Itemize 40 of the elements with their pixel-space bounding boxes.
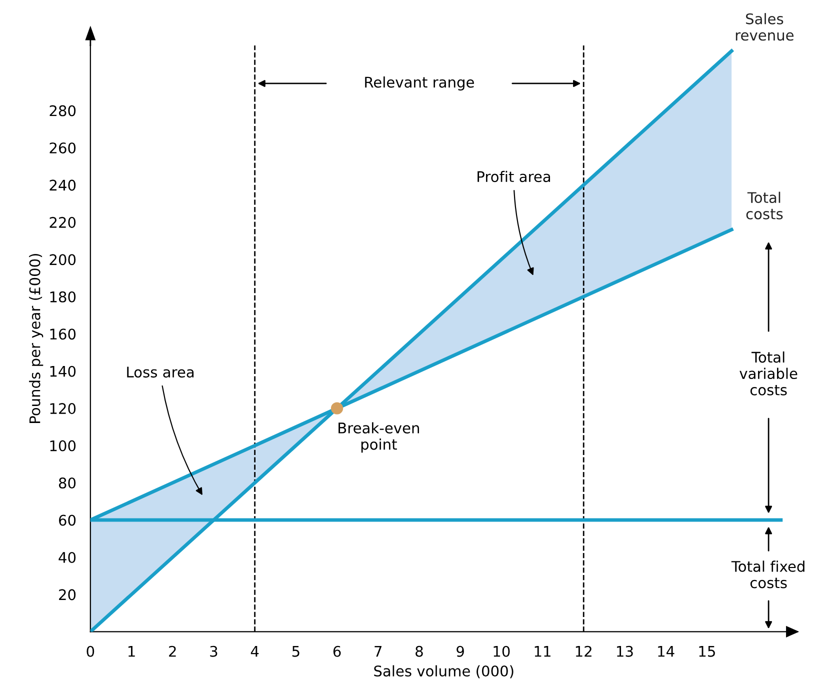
y-tick-label: 20	[59, 589, 76, 600]
series-label: Sales revenue	[736, 13, 794, 41]
x-tick-label: 6	[333, 646, 341, 657]
x-tick-label: 2	[169, 646, 176, 657]
annotation: Relevant range	[365, 76, 474, 91]
annotation: Profit area	[478, 170, 550, 182]
annotation: Total fixed costs	[731, 560, 804, 588]
x-axis-title: Sales volume (000)	[374, 665, 514, 678]
annotation: Break-even point	[338, 422, 419, 453]
y-tick-label: 120	[50, 403, 76, 414]
x-tick-label: 14	[658, 646, 674, 657]
y-tick-label: 220	[50, 216, 76, 228]
x-tick-label: 3	[210, 646, 218, 657]
x-tick-label: 0	[86, 646, 94, 657]
x-tick-label: 11	[534, 646, 550, 657]
y-axis-title: Pounds per year (£000)	[29, 254, 44, 423]
y-tick-label: 100	[50, 440, 76, 452]
y-tick-label: 40	[58, 552, 76, 563]
x-tick-label: 15	[699, 646, 715, 657]
x-tick-label: 7	[374, 646, 382, 657]
y-tick-label: 60	[58, 514, 76, 526]
annotation: Total variable costs	[740, 351, 798, 396]
x-tick-label: 9	[456, 646, 464, 657]
annotation: Loss area	[127, 366, 194, 378]
x-tick-label: 1	[128, 646, 135, 657]
x-tick-label: 13	[617, 646, 633, 657]
x-tick-label: 8	[416, 646, 423, 657]
x-tick-label: 4	[250, 646, 259, 657]
y-tick-label: 140	[50, 366, 76, 377]
y-tick-label: 240	[50, 180, 76, 191]
y-tick-label: 280	[50, 105, 76, 116]
y-tick-label: 160	[50, 328, 76, 340]
y-tick-label: 180	[50, 291, 76, 302]
y-tick-label: 200	[50, 254, 76, 266]
y-tick-label: 80	[58, 478, 76, 489]
y-tick-label: 260	[50, 142, 76, 154]
x-tick-label: 5	[292, 646, 300, 657]
series-label: Total costs	[746, 192, 783, 220]
x-tick-label: 12	[576, 646, 592, 657]
x-tick-label: 10	[494, 646, 510, 657]
